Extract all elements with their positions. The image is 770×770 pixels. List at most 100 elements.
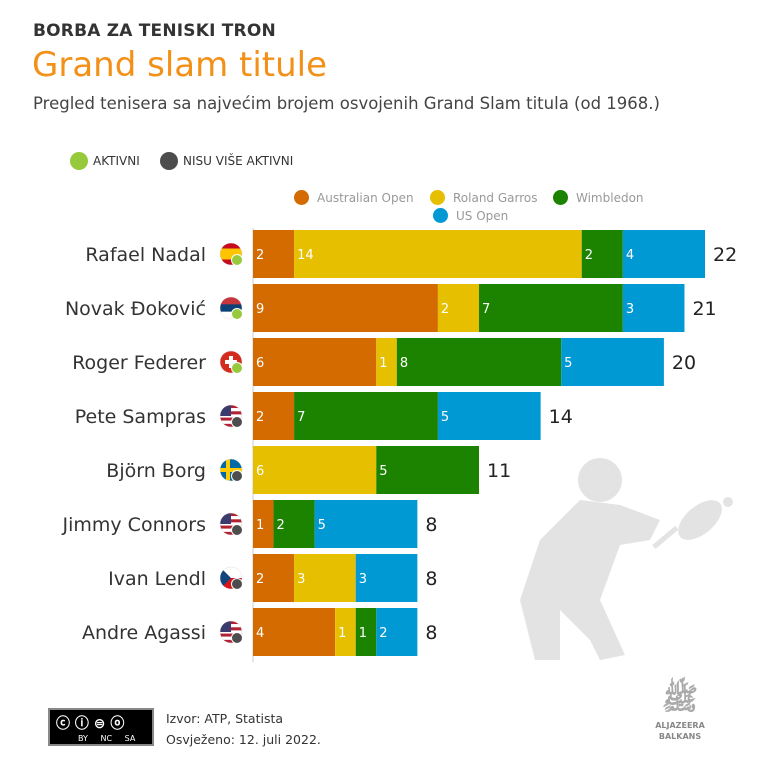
legend-swatch xyxy=(553,190,568,205)
bar-row: Pete Sampras 2 7 5 14 xyxy=(75,392,573,440)
bar-segment-australian-open xyxy=(253,338,377,386)
segment-label: 2 xyxy=(441,302,449,317)
serbia-flag-icon xyxy=(220,297,242,319)
segment-label: 2 xyxy=(379,626,387,641)
bar-segment-wimbledon xyxy=(396,338,562,386)
chart-subtitle: Pregled tenisera sa najvećim brojem osvo… xyxy=(33,94,660,113)
segment-label: 6 xyxy=(256,356,264,371)
active-dot-icon xyxy=(70,152,88,170)
bar-row: Andre Agassi 4 1 1 2 8 xyxy=(82,608,437,656)
status-dot-icon xyxy=(231,578,243,590)
license-text: BY NC SA xyxy=(78,734,136,743)
usa-flag-icon xyxy=(220,513,242,535)
player-name: Rafael Nadal xyxy=(85,244,206,266)
status-dot-icon xyxy=(231,416,243,428)
segment-label: 3 xyxy=(297,572,305,587)
segment-label: 8 xyxy=(400,356,408,371)
bar-segment-us-open xyxy=(437,392,541,440)
total-label: 8 xyxy=(425,514,437,536)
legend-wimbledon: Wimbledon xyxy=(553,190,644,205)
segment-label: 3 xyxy=(626,302,634,317)
player-name: Novak Đoković xyxy=(65,298,206,320)
segment-label: 2 xyxy=(585,248,593,263)
bar-row: Rafael Nadal 2 14 2 4 22 xyxy=(85,230,737,278)
bar-segment-australian-open xyxy=(253,500,274,548)
retired-dot-icon xyxy=(160,152,178,170)
total-label: 20 xyxy=(672,352,696,374)
bar-segment-australian-open xyxy=(253,392,295,440)
bar-segment-roland-garros xyxy=(437,284,479,332)
updated-text: Osvježeno: 12. juli 2022. xyxy=(166,732,321,747)
legend-swatch xyxy=(430,190,445,205)
bar-segment-roland-garros xyxy=(294,554,356,602)
bar-segment-us-open xyxy=(314,500,418,548)
total-label: 14 xyxy=(549,406,573,428)
legend-australian-open: Australian Open xyxy=(294,190,414,205)
aljazeera-logo: ﷺ ALJAZEERA BALKANS xyxy=(655,682,705,741)
bar-segment-wimbledon xyxy=(376,446,479,494)
segment-label: 2 xyxy=(277,518,285,533)
segment-label: 2 xyxy=(256,572,264,587)
chart-title: Grand slam titule xyxy=(32,45,328,85)
player-name: Jimmy Connors xyxy=(62,514,207,536)
segment-label: 4 xyxy=(626,248,634,263)
legend-label: Roland Garros xyxy=(453,190,538,205)
bar-segment-roland-garros xyxy=(294,230,582,278)
segment-label: 1 xyxy=(359,626,367,641)
segment-label: 5 xyxy=(318,518,326,533)
status-dot-icon xyxy=(231,362,243,374)
player-name: Andre Agassi xyxy=(82,622,206,644)
bar-segment-us-open xyxy=(355,554,418,602)
legend-roland-garros: Roland Garros xyxy=(430,190,538,205)
status-dot-icon xyxy=(231,470,243,482)
bar-segment-australian-open xyxy=(253,284,438,332)
legend-label: US Open xyxy=(456,208,509,223)
bar-segment-us-open xyxy=(622,230,705,278)
segment-label: 3 xyxy=(359,572,367,587)
bar-row: Novak Đoković 9 2 7 3 21 xyxy=(65,284,717,332)
segment-label: 1 xyxy=(338,626,346,641)
bar-segment-wimbledon xyxy=(273,500,315,548)
legend-us-open: US Open xyxy=(433,208,508,223)
player-name: Björn Borg xyxy=(106,460,206,482)
status-dot-icon xyxy=(231,632,243,644)
total-label: 21 xyxy=(692,298,716,320)
bar-segment-us-open xyxy=(376,608,418,656)
segment-label: 2 xyxy=(256,410,264,425)
segment-label: 5 xyxy=(379,464,387,479)
usa-flag-icon xyxy=(220,405,242,427)
bar-segment-us-open xyxy=(561,338,664,386)
segment-label: 6 xyxy=(256,464,264,479)
status-dot-icon xyxy=(231,308,243,320)
total-label: 11 xyxy=(487,460,511,482)
segment-label: 9 xyxy=(256,302,264,317)
legend-label: Wimbledon xyxy=(576,190,644,205)
usa-flag-icon xyxy=(220,621,242,643)
bar-segment-australian-open xyxy=(253,608,336,656)
bar-segment-roland-garros xyxy=(253,446,377,494)
bar-row: Roger Federer 6 1 8 5 20 xyxy=(72,338,696,386)
segment-label: 1 xyxy=(256,518,264,533)
segment-label: 7 xyxy=(297,410,305,425)
legend-swatch xyxy=(294,190,309,205)
bar-segment-australian-open xyxy=(253,554,295,602)
legend-retired: NISU VIŠE AKTIVNI xyxy=(160,152,293,170)
bar-row: Björn Borg 6 5 11 xyxy=(106,446,511,494)
total-label: 8 xyxy=(425,622,437,644)
legend-label: AKTIVNI xyxy=(93,154,140,168)
bar-segment-wimbledon xyxy=(294,392,438,440)
legend-active: AKTIVNI xyxy=(70,152,140,170)
bar-segment-us-open xyxy=(622,284,685,332)
segment-label: 5 xyxy=(564,356,572,371)
bar-segment-wimbledon xyxy=(355,608,377,656)
source-note: Izvor: ATP, Statista Osvježeno: 12. juli … xyxy=(166,708,321,750)
bar-segment-roland-garros xyxy=(376,338,397,386)
segment-label: 1 xyxy=(379,356,387,371)
bar-segment-australian-open xyxy=(253,230,295,278)
bar-row: Ivan Lendl 2 3 3 8 xyxy=(108,554,437,602)
player-name: Ivan Lendl xyxy=(108,568,206,590)
bar-segment-wimbledon xyxy=(581,230,623,278)
segment-label: 4 xyxy=(256,626,264,641)
